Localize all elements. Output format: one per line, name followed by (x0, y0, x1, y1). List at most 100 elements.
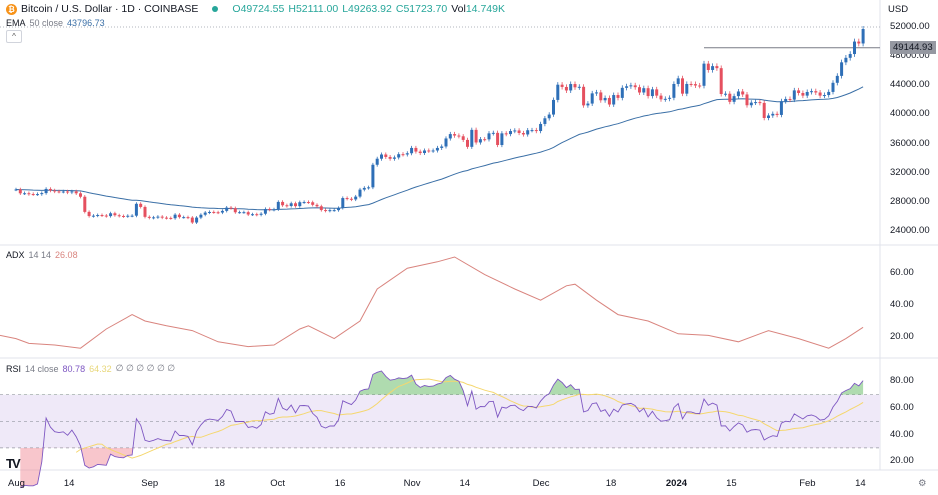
candle (461, 134, 465, 143)
candle (547, 112, 551, 121)
candle (577, 84, 581, 90)
candle-body (526, 130, 530, 135)
candle-body (341, 198, 345, 208)
ema-params: 50 close (29, 18, 64, 28)
candle-body (345, 198, 349, 200)
candle (779, 98, 783, 118)
candle-body (182, 217, 186, 219)
candle (625, 83, 629, 91)
candle-body (220, 210, 224, 213)
collapse-legend-button[interactable]: ^ (6, 30, 22, 43)
candle-body (367, 187, 371, 189)
currency-label[interactable]: USD (888, 4, 909, 15)
candle-body (556, 84, 560, 100)
ohlc-close: C51723.70 (395, 3, 448, 15)
candle (126, 214, 130, 218)
candle (48, 187, 52, 193)
candle (100, 213, 104, 218)
adx-line (0, 256, 864, 349)
candle-body (117, 215, 121, 217)
candle (104, 214, 108, 218)
candle (44, 187, 48, 195)
candle (225, 206, 229, 213)
candle-body (577, 86, 581, 88)
candle (298, 200, 302, 208)
candle (706, 60, 710, 73)
candle-body (530, 130, 534, 132)
tradingview-logo[interactable]: TV (6, 456, 21, 471)
candle-body (362, 187, 366, 190)
candle-body (233, 208, 237, 213)
candle (216, 210, 220, 215)
candle (457, 133, 461, 139)
candle-body (453, 134, 457, 136)
symbol-title[interactable]: Bitcoin / U.S. Dollar · 1D · COINBASE (21, 3, 199, 15)
candle-body (143, 206, 147, 217)
candle-body (650, 89, 654, 97)
price-axis-label: 32000.00 (890, 166, 930, 178)
volume: Vol14.749K (451, 3, 505, 15)
candle (724, 91, 727, 97)
candle-body (797, 90, 801, 94)
candle-body (139, 203, 143, 207)
candle-body (676, 78, 680, 84)
candle (853, 38, 856, 57)
candle (203, 211, 207, 217)
adx-axis-label: 40.00 (890, 299, 914, 310)
candle (805, 89, 809, 99)
candle (289, 201, 293, 208)
candle-body (70, 191, 74, 193)
candle (797, 87, 801, 96)
candle-body (147, 216, 151, 218)
candle-body (83, 196, 87, 212)
candle-body (822, 95, 826, 97)
candle-body (792, 90, 796, 100)
candle-body (582, 86, 586, 106)
adx-legend[interactable]: ADX 14 14 26.08 (6, 250, 78, 260)
candle (466, 137, 469, 149)
candle-body (466, 139, 469, 147)
candle-body (771, 113, 775, 116)
candle (749, 100, 753, 108)
candle-body (87, 211, 91, 217)
candle-body (96, 215, 100, 217)
time-axis-label: 18 (605, 478, 617, 489)
candle (143, 205, 147, 219)
candle (423, 148, 426, 156)
candle (152, 215, 156, 220)
rsi-oversold-fill (20, 447, 864, 488)
candle (23, 191, 27, 196)
candle-body (57, 191, 61, 193)
candle-body (337, 207, 340, 211)
candle-body (857, 41, 861, 44)
candle (487, 131, 491, 142)
candle-body (642, 88, 646, 93)
candle-body (152, 217, 156, 219)
candle-body (61, 191, 65, 193)
candle (595, 89, 598, 96)
candle (517, 128, 521, 136)
candle (384, 152, 388, 159)
ema-legend[interactable]: EMA 50 close 43796.73 (6, 18, 105, 28)
candle-body (173, 214, 177, 219)
candle-body (156, 216, 160, 218)
rsi-legend[interactable]: RSI 14 close 80.78 64.32 ∅ ∅ ∅ ∅ ∅ ∅ (6, 363, 175, 374)
candle (57, 189, 61, 194)
candle (410, 145, 414, 156)
price-axis-label: 48000.00 (890, 50, 930, 62)
candle-body (736, 91, 740, 97)
candle-body (392, 157, 396, 159)
settings-gear-icon[interactable]: ⚙ (918, 478, 927, 489)
candle (139, 202, 143, 209)
candle-body (478, 139, 482, 143)
candle-body (513, 130, 517, 132)
candle (835, 73, 839, 86)
candle-body (311, 202, 315, 205)
time-axis-label: 16 (334, 478, 346, 489)
candle (814, 88, 818, 95)
candle-body (547, 114, 551, 119)
candle-body (134, 203, 138, 216)
candle (818, 89, 822, 99)
candle (36, 192, 39, 196)
